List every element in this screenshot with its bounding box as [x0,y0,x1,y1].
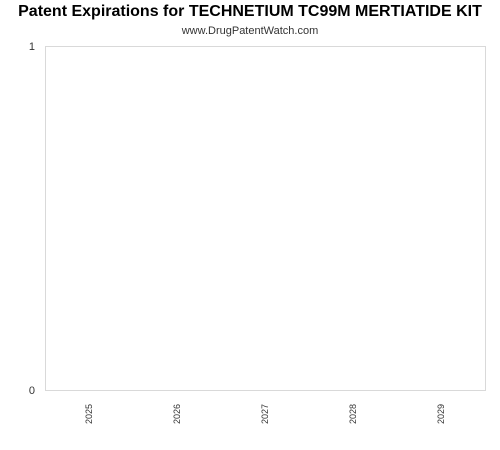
y-tick-label: 1 [29,41,35,53]
x-tick-label: 2028 [348,404,358,424]
x-tick-label: 2025 [84,404,94,424]
x-tick-label: 2026 [172,404,182,424]
chart-title: Patent Expirations for TECHNETIUM TC99M … [18,3,482,20]
plot-area-frame [45,46,486,391]
y-tick-label: 0 [29,385,35,397]
chart-subtitle: www.DrugPatentWatch.com [181,25,319,37]
x-tick-label: 2029 [436,404,446,424]
x-axis: 2025 2026 2027 2028 2029 [84,404,446,424]
x-tick-label: 2027 [260,404,270,424]
y-axis: 01 [29,41,35,397]
